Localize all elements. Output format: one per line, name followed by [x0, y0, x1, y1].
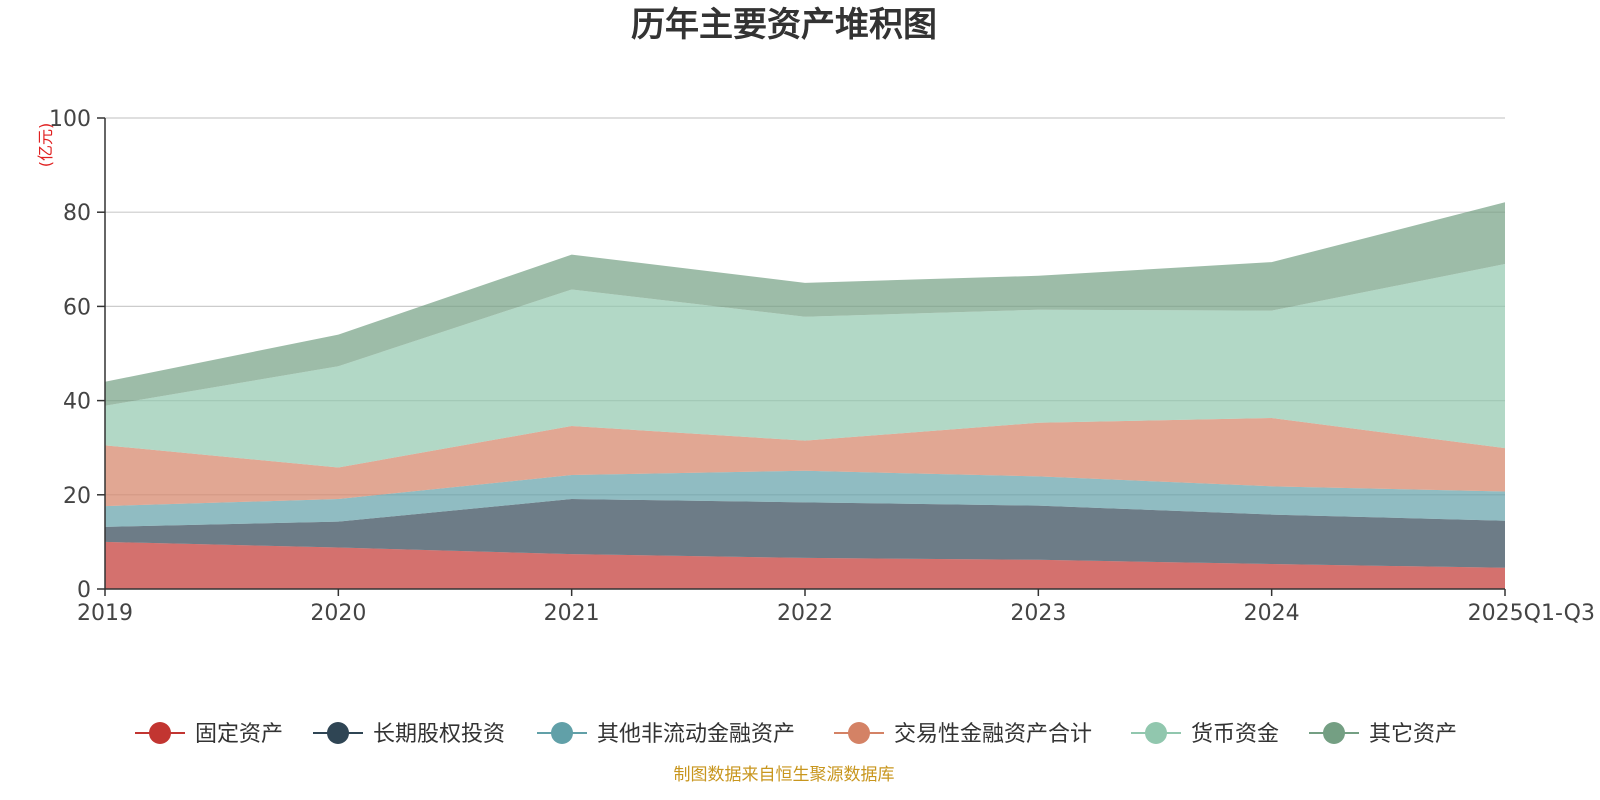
y-axis-unit: (亿元)	[36, 123, 55, 168]
legend-label-2: 其他非流动金融资产	[597, 722, 795, 747]
x-tick-label-2: 2021	[544, 601, 600, 626]
legend-label-1: 长期股权投资	[373, 722, 505, 747]
legend-item-5[interactable]: 其它资产	[1309, 722, 1457, 747]
legend-marker-3	[848, 722, 870, 744]
y-tick-label-0: 0	[77, 578, 91, 603]
area-series-1	[105, 499, 1505, 568]
legend-item-1[interactable]: 长期股权投资	[313, 722, 505, 747]
y-tick-label-20: 20	[63, 484, 91, 509]
y-tick-label-40: 40	[63, 390, 91, 415]
legend-marker-5	[1323, 722, 1345, 744]
legend-label-0: 固定资产	[195, 722, 283, 747]
x-tick-label-5: 2024	[1244, 601, 1300, 626]
x-tick-label-4: 2023	[1010, 601, 1066, 626]
chart-title: 历年主要资产堆积图	[631, 5, 937, 45]
x-tick-label-6: 2025Q1-Q3	[1468, 601, 1595, 626]
area-series-2	[105, 470, 1505, 527]
area-series-5	[105, 202, 1505, 406]
x-tick-label-1: 2020	[310, 601, 366, 626]
x-tick-label-3: 2022	[777, 601, 833, 626]
area-series	[105, 202, 1505, 589]
y-tick-label-60: 60	[63, 295, 91, 320]
legend-marker-4	[1145, 722, 1167, 744]
legend-marker-1	[327, 722, 349, 744]
area-series-0	[105, 541, 1505, 589]
legend-label-4: 货币资金	[1191, 722, 1279, 747]
legend-label-5: 其它资产	[1369, 722, 1457, 747]
legend: 固定资产 长期股权投资 其他非流动金融资产 交易性金融资产合计 货币资金 其它资产	[135, 722, 1457, 747]
legend-item-2[interactable]: 其他非流动金融资产	[537, 722, 795, 747]
legend-marker-2	[551, 722, 573, 744]
x-axis-ticks: 2019 2020 2021 2022 2023 2024 2025Q1-Q3	[77, 589, 1595, 626]
area-series-3	[105, 418, 1505, 507]
legend-item-0[interactable]: 固定资产	[135, 722, 283, 747]
source-note: 制图数据来自恒生聚源数据库	[674, 765, 895, 785]
y-tick-label-100: 100	[49, 107, 91, 132]
area-series-4	[105, 264, 1505, 468]
legend-item-4[interactable]: 货币资金	[1131, 722, 1279, 747]
x-tick-label-0: 2019	[77, 601, 133, 626]
legend-marker-0	[149, 722, 171, 744]
y-tick-label-80: 80	[63, 201, 91, 226]
y-axis-ticks: 0 20 40 60 80 100	[49, 107, 105, 603]
legend-label-3: 交易性金融资产合计	[894, 722, 1092, 747]
legend-item-3[interactable]: 交易性金融资产合计	[834, 722, 1092, 747]
